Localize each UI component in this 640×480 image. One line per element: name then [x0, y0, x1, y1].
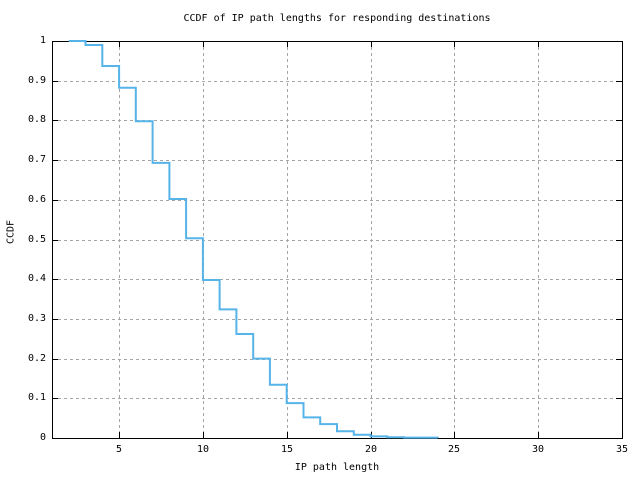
y-tick-label: 0.3 — [27, 313, 46, 324]
y-tick-label: 0.4 — [27, 273, 46, 284]
x-tick-label: 30 — [531, 444, 545, 455]
x-tick-label: 15 — [280, 444, 294, 455]
y-tick-label: 0.7 — [27, 154, 46, 165]
x-tick-label: 5 — [115, 444, 123, 455]
y-tick-label: 0.6 — [27, 194, 46, 205]
x-axis-label: IP path length — [294, 462, 380, 473]
chart-title: CCDF of IP path lengths for responding d… — [183, 13, 491, 24]
y-tick-label: 1 — [39, 35, 46, 46]
x-tick-label: 10 — [196, 444, 210, 455]
y-tick-label: 0.8 — [27, 114, 46, 125]
x-tick-label: 20 — [364, 444, 378, 455]
ccdf-curve — [68, 40, 439, 439]
x-tick-label: 25 — [447, 444, 461, 455]
y-tick-label: 0.2 — [27, 353, 46, 364]
x-tick-label: 35 — [615, 444, 629, 455]
y-tick-label: 0.5 — [27, 234, 46, 245]
y-tick-label: 0.9 — [27, 75, 46, 86]
y-tick-label: 0.1 — [27, 392, 46, 403]
y-tick-label: 0 — [39, 432, 46, 443]
